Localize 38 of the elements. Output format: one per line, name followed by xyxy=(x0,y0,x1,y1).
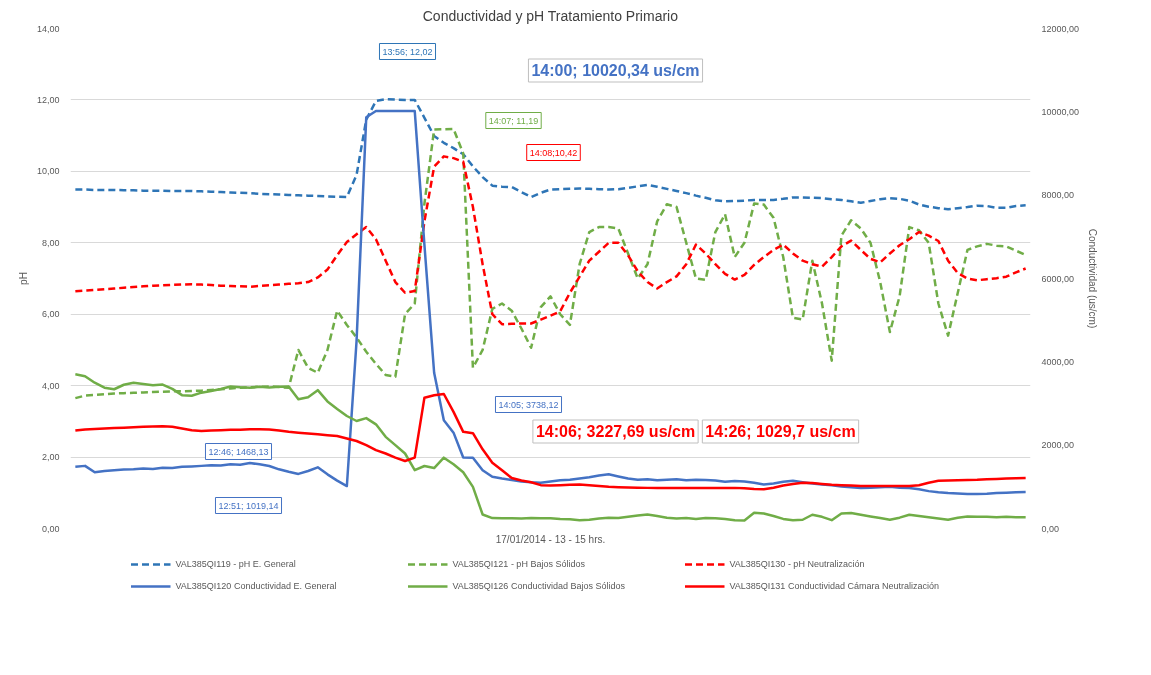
y-tick-label: 2,00 xyxy=(41,452,60,463)
y-tick-label: 0,00 xyxy=(41,523,60,534)
legend-label: VAL385QI119 - pH E. General xyxy=(175,559,297,569)
line-series xyxy=(74,109,1027,496)
legend-label: VAL385QI131 Conductividad Cámara Neutralización xyxy=(729,581,940,591)
legend-label: VAL385QI130 - pH Neutralización xyxy=(729,559,866,569)
annotation: 13:56; 12,02 xyxy=(382,46,433,57)
x-axis-title: 17/01/2014 - 13 - 15 hrs. xyxy=(495,533,606,545)
y2-tick-label: 6000,00 xyxy=(1041,273,1075,284)
y2-tick-label: 4000,00 xyxy=(1041,356,1075,367)
line-series xyxy=(74,392,1027,491)
annotation: 14:26; 1029,7 us/cm xyxy=(705,423,856,440)
line-series xyxy=(74,155,1027,326)
annotation: 14:00; 10020,34 us/cm xyxy=(531,62,700,79)
legend-label: VAL385QI126 Conductividad Bajos Sólidos xyxy=(452,581,626,591)
line-series xyxy=(74,97,1027,211)
annotation: 12:46; 1468,13 xyxy=(208,446,269,457)
legend-label: VAL385QI120 Conductividad E. General xyxy=(175,581,338,591)
chart-title: Conductividad y pH Tratamiento Primario xyxy=(422,7,679,24)
y-axis-title: pH xyxy=(17,272,29,285)
annotation: 14:07; 11,19 xyxy=(488,115,539,126)
annotation: 14:06; 3227,69 us/cm xyxy=(535,423,696,440)
annotation: 12:51; 1019,14 xyxy=(218,500,279,511)
y2-axis-title: Conductividad (us/cm) xyxy=(1087,228,1099,329)
y2-tick-label: 12000,00 xyxy=(1041,23,1080,34)
y2-tick-label: 0,00 xyxy=(1041,523,1060,534)
y-tick-label: 6,00 xyxy=(41,309,60,320)
y-tick-label: 12,00 xyxy=(36,94,60,105)
annotation: 14:08;10,42 xyxy=(529,147,578,158)
annotation: 14:05; 3738,12 xyxy=(498,399,559,410)
y-tick-label: 4,00 xyxy=(41,380,60,391)
y2-tick-label: 8000,00 xyxy=(1041,190,1075,201)
y2-tick-label: 10000,00 xyxy=(1041,106,1080,117)
y-tick-label: 8,00 xyxy=(41,237,60,248)
y2-tick-label: 2000,00 xyxy=(1041,440,1075,451)
y-tick-label: 14,00 xyxy=(36,23,60,34)
legend-label: VAL385QI121 - pH Bajos Sólidos xyxy=(452,559,586,569)
y-tick-label: 10,00 xyxy=(36,166,60,177)
